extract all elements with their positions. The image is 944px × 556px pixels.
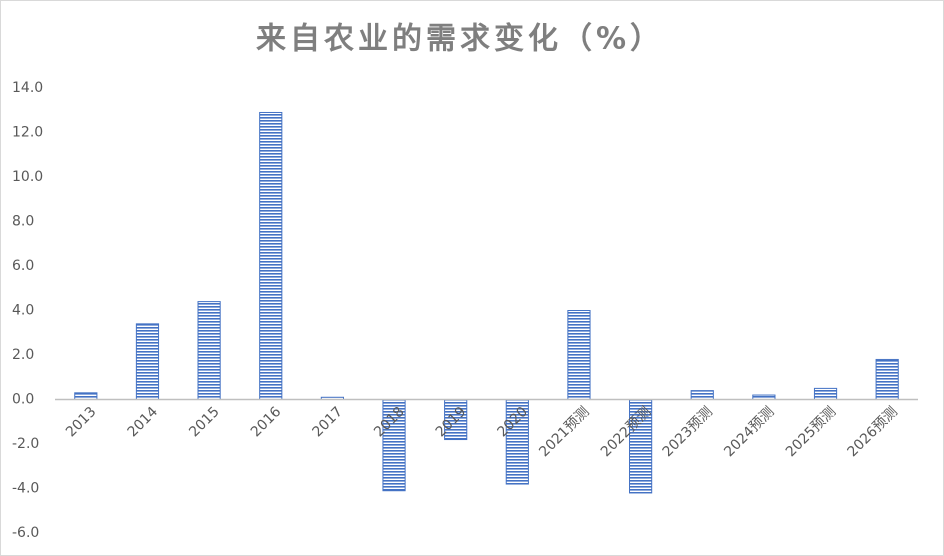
y-tick-label: 8.0 — [12, 214, 34, 230]
chart-title: 来自农业的需求变化（%） — [256, 22, 664, 57]
y-tick-label: -2.0 — [12, 436, 39, 452]
y-tick-label: 2.0 — [12, 347, 34, 363]
y-tick-label: -4.0 — [12, 481, 39, 497]
y-tick-label: 4.0 — [12, 303, 34, 319]
y-tick-label: -6.0 — [12, 525, 39, 541]
bar — [74, 392, 98, 401]
bar — [875, 358, 899, 401]
bar — [567, 310, 591, 400]
bar — [690, 390, 714, 401]
bar — [135, 323, 160, 401]
y-tick-label: 14.0 — [12, 80, 43, 96]
bar — [259, 111, 283, 400]
y-tick-label: 12.0 — [12, 125, 43, 141]
y-tick-label: 0.0 — [12, 392, 34, 408]
bar — [813, 387, 838, 400]
y-tick-label: 10.0 — [12, 169, 43, 185]
y-tick-label: 6.0 — [12, 258, 34, 274]
bar — [197, 301, 221, 401]
